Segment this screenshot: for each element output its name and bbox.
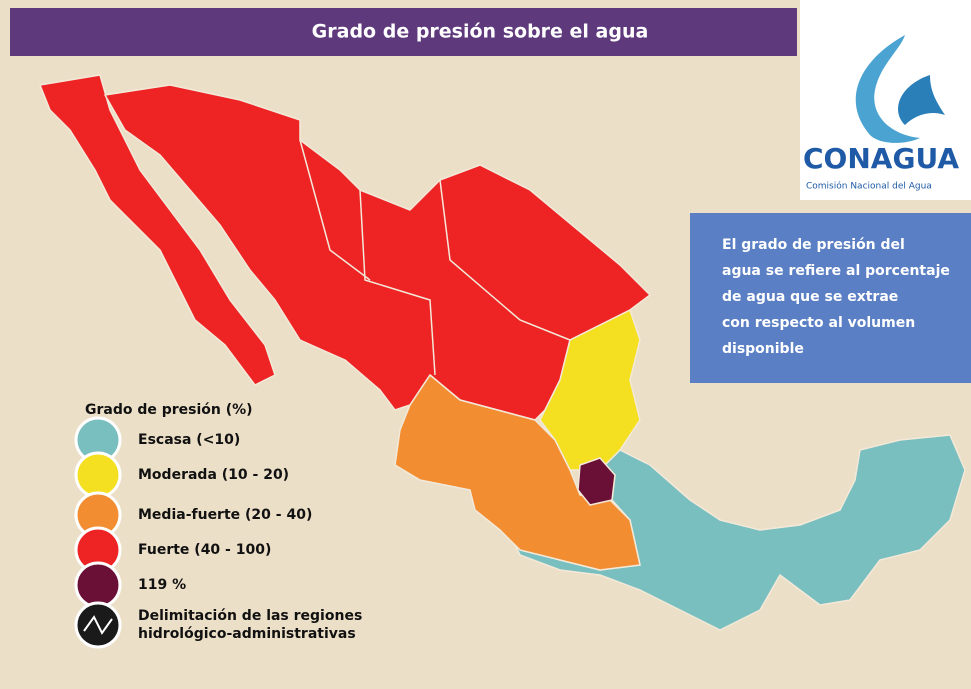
info-line: con respecto al volumen (722, 315, 915, 331)
legend-swatch (74, 451, 122, 499)
legend-label: Delimitación de las regiones (138, 608, 362, 624)
legend-label: hidrológico-administrativas (138, 626, 356, 642)
legend-swatch (74, 561, 122, 609)
logo-icon (855, 35, 920, 143)
legend-label: Escasa (<10) (138, 432, 240, 448)
logo-icon (898, 75, 945, 125)
title: Grado de presión sobre el agua (312, 21, 649, 43)
legend-label: Fuerte (40 - 100) (138, 542, 271, 558)
info-line: agua se refiere al porcentaje (722, 263, 950, 279)
legend-label: Moderada (10 - 20) (138, 467, 289, 483)
region (39, 74, 276, 386)
logo-box (800, 0, 971, 200)
legend-icon (83, 615, 113, 635)
map (39, 74, 966, 631)
title-bar (10, 8, 797, 56)
legend-title: Grado de presión (%) (85, 402, 253, 418)
info-line: de agua que se extrae (722, 289, 898, 305)
logo-subtitle: Comisión Nacional del Agua (806, 181, 932, 192)
legend: Grado de presión (%) Escasa (<10) Moderad… (74, 402, 362, 649)
info-text: El grado de presión del agua se refiere a… (722, 237, 950, 357)
region (394, 374, 641, 571)
legend-label: 119 % (138, 577, 186, 593)
legend-label: Media-fuerte (20 - 40) (138, 507, 312, 523)
info-line: disponible (722, 341, 804, 357)
logo-name: CONAGUA (803, 142, 959, 175)
region-border (299, 139, 571, 376)
region (577, 457, 616, 506)
info-line: El grado de presión del (722, 237, 905, 253)
info-box (690, 213, 971, 383)
